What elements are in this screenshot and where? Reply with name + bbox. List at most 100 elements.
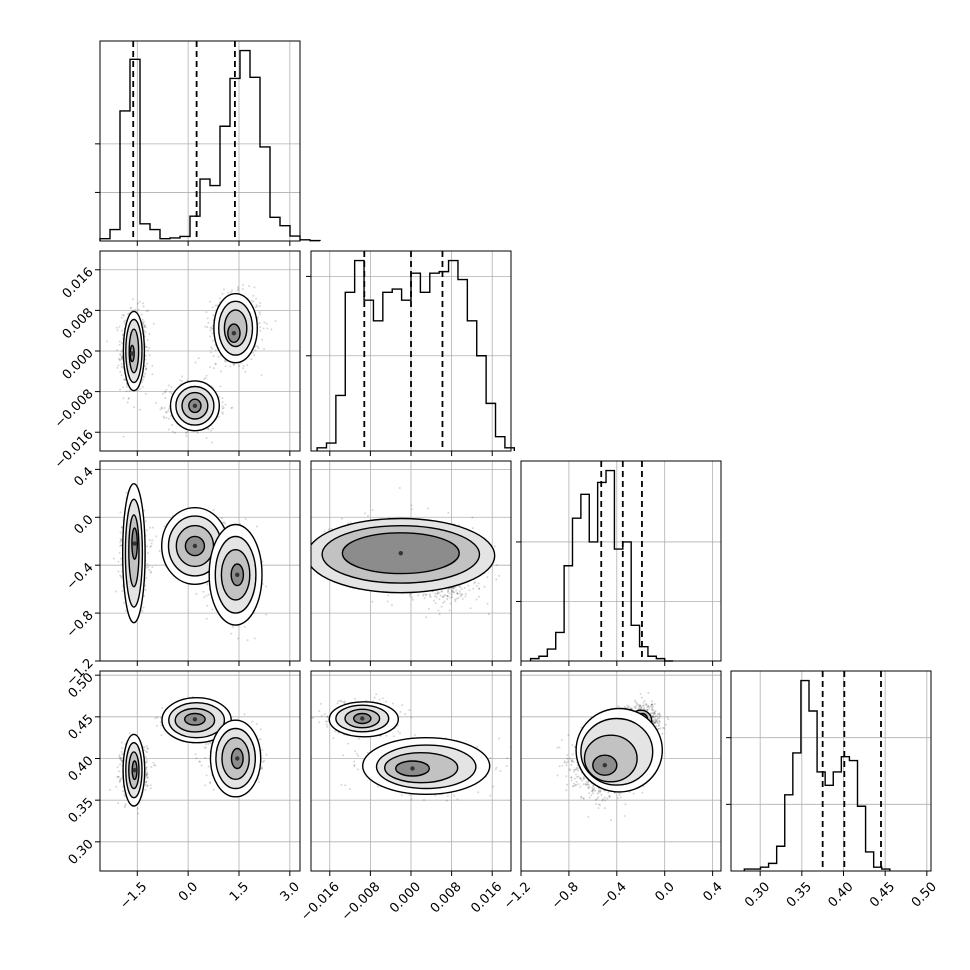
- scatter-point: [145, 759, 148, 762]
- scatter-point: [259, 326, 262, 329]
- scatter-point: [263, 759, 266, 762]
- scatter-point: [116, 776, 119, 778]
- scatter-point: [206, 604, 209, 607]
- scatter-point: [170, 386, 173, 389]
- scatter-point: [223, 521, 226, 524]
- scatter-point: [209, 782, 212, 785]
- scatter-point: [231, 289, 234, 292]
- scatter-point: [148, 346, 151, 349]
- scatter-point: [119, 778, 122, 781]
- scatter-point: [145, 768, 148, 771]
- scatter-point: [259, 302, 262, 304]
- scatter-point: [214, 363, 217, 366]
- scatter-point: [119, 354, 122, 357]
- scatter-point: [237, 287, 240, 290]
- scatter-point: [145, 346, 148, 348]
- scatter-point: [142, 302, 144, 305]
- scatter-point: [203, 596, 206, 599]
- scatter-point: [207, 593, 210, 596]
- scatter-point: [204, 325, 207, 328]
- scatter-point: [153, 764, 156, 767]
- scatter-point: [252, 300, 255, 303]
- scatter-point: [145, 577, 148, 579]
- scatter-point: [120, 365, 123, 368]
- scatter-point: [242, 367, 244, 370]
- scatter-point: [209, 366, 212, 369]
- scatter-point: [117, 802, 120, 805]
- scatter-point: [118, 343, 121, 346]
- scatter-point: [179, 379, 182, 382]
- scatter-point: [205, 617, 208, 620]
- scatter-point: [120, 358, 123, 361]
- scatter-point: [250, 299, 253, 302]
- scatter-point: [160, 734, 163, 737]
- scatter-point: [139, 408, 141, 411]
- scatter-point: [261, 767, 264, 769]
- scatter-point: [126, 401, 129, 404]
- scatter-point: [256, 316, 259, 319]
- scatter-point: [212, 314, 215, 317]
- scatter-point: [150, 570, 153, 573]
- scatter-point: [145, 760, 148, 763]
- scatter-point: [204, 377, 207, 379]
- scatter-point: [223, 288, 225, 291]
- scatter-point: [233, 363, 236, 366]
- scatter-point: [127, 313, 130, 316]
- scatter-point: [221, 292, 224, 295]
- scatter-point: [167, 428, 170, 431]
- scatter-point: [121, 313, 124, 316]
- scatter-point: [143, 595, 146, 598]
- scatter-point: [258, 311, 261, 314]
- scatter-point: [169, 391, 171, 393]
- scatter-point: [208, 741, 211, 744]
- scatter-point: [259, 738, 262, 741]
- scatter-point: [118, 551, 121, 554]
- scatter-point: [117, 775, 120, 778]
- scatter-point: [243, 625, 246, 628]
- scatter-point: [132, 406, 135, 409]
- scatter-point: [266, 327, 269, 330]
- scatter-point: [261, 749, 264, 752]
- scatter-point: [186, 431, 189, 433]
- scatter-point: [145, 745, 148, 748]
- scatter-point: [137, 812, 140, 815]
- scatter-point: [136, 302, 139, 305]
- scatter-point: [221, 401, 224, 404]
- scatter-point: [145, 772, 148, 775]
- scatter-point: [141, 385, 144, 388]
- scatter-point: [209, 351, 212, 354]
- scatter-point: [154, 401, 157, 404]
- scatter-point: [161, 407, 164, 410]
- scatter-point: [121, 759, 123, 762]
- scatter-point: [151, 526, 154, 529]
- scatter-point: [120, 374, 123, 377]
- scatter-point: [164, 410, 167, 413]
- scatter-point: [207, 428, 210, 431]
- scatter-point: [209, 329, 212, 332]
- scatter-point: [152, 761, 155, 764]
- scatter-point: [120, 363, 123, 365]
- scatter-point: [204, 784, 207, 787]
- scatter-point: [163, 407, 166, 409]
- scatter-point: [158, 549, 161, 552]
- scatter-point: [120, 557, 123, 560]
- scatter-point: [148, 569, 151, 571]
- scatter-point: [146, 751, 149, 754]
- scatter-point: [171, 430, 174, 433]
- scatter-point: [123, 601, 125, 604]
- scatter-point: [219, 297, 222, 300]
- scatter-point: [144, 584, 147, 587]
- scatter-point: [261, 338, 264, 341]
- scatter-point: [145, 362, 148, 365]
- scatter-point: [119, 388, 122, 391]
- scatter-point: [121, 590, 124, 593]
- scatter-point: [212, 355, 215, 358]
- scatter-point: [127, 397, 130, 400]
- scatter-point: [123, 320, 126, 323]
- scatter-point: [194, 361, 197, 364]
- scatter-point: [164, 390, 166, 393]
- scatter-point: [195, 592, 198, 595]
- scatter-point: [124, 804, 127, 807]
- scatter-point: [162, 415, 165, 418]
- scatter-point: [161, 706, 164, 709]
